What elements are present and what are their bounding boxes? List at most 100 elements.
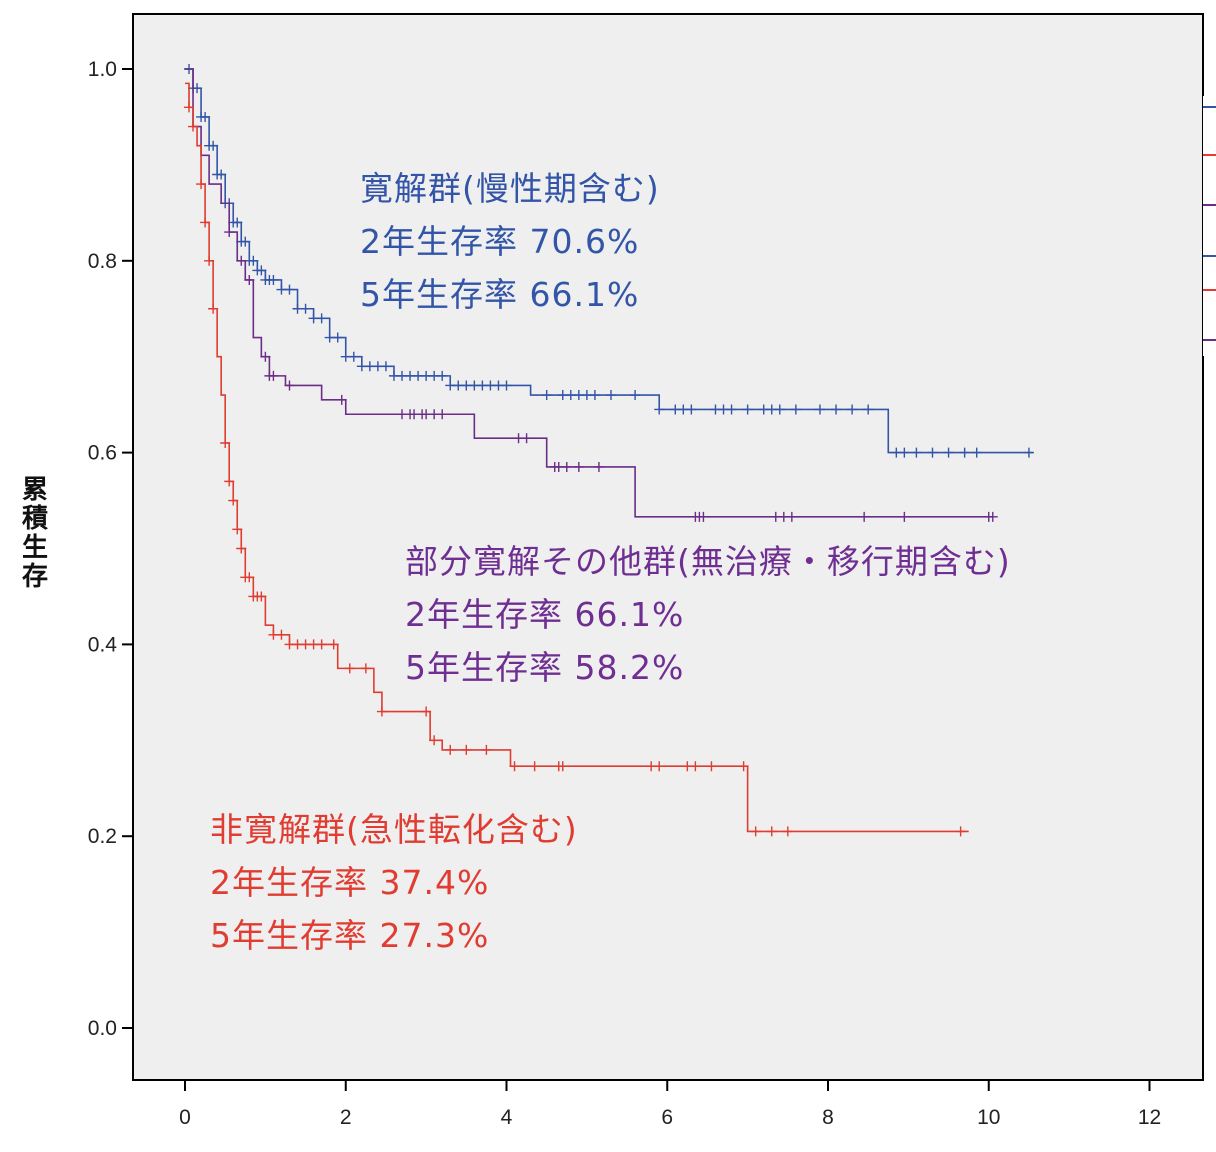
censor-mark xyxy=(344,663,355,674)
x-tick-label: 2 xyxy=(340,1106,352,1129)
censor-mark xyxy=(786,511,797,522)
censor-mark xyxy=(521,433,532,444)
censor-mark xyxy=(208,140,219,151)
censor-mark xyxy=(188,121,199,132)
censor-mark xyxy=(376,706,387,717)
censor-mark xyxy=(208,303,219,314)
censor-mark xyxy=(750,826,761,837)
censor-mark xyxy=(509,761,520,772)
censor-mark xyxy=(987,511,998,522)
censor-mark xyxy=(831,404,842,415)
censor-mark xyxy=(284,284,295,295)
censor-mark xyxy=(557,761,568,772)
censor-mark xyxy=(224,227,235,238)
censor-mark xyxy=(228,495,239,506)
y-tick-label: 1.0 xyxy=(88,58,117,81)
series-layer xyxy=(184,64,1034,837)
censor-mark xyxy=(541,390,552,401)
series-2 xyxy=(184,82,969,837)
censor-mark xyxy=(654,404,665,415)
annotation-nonremission-title: 非寛解群(急性転化含む) xyxy=(210,810,578,849)
plot-area xyxy=(132,13,1204,1081)
censor-mark xyxy=(437,370,448,381)
legend-clipped xyxy=(1203,96,1216,356)
censor-mark xyxy=(240,236,251,247)
censor-mark xyxy=(445,744,456,755)
censor-mark xyxy=(593,461,604,472)
x-tick-label: 8 xyxy=(822,1106,834,1129)
censor-mark xyxy=(899,447,910,458)
censor-mark xyxy=(284,380,295,391)
censor-mark xyxy=(200,217,211,228)
annotation-nonremission: 非寛解群(急性転化含む) 2年生存率 37.4% 5年生存率 27.3% xyxy=(210,803,578,962)
censor-mark xyxy=(698,511,709,522)
censor-mark xyxy=(654,761,665,772)
censor-mark xyxy=(782,826,793,837)
censor-mark xyxy=(742,404,753,415)
censor-mark xyxy=(959,447,970,458)
censor-mark xyxy=(220,438,231,449)
censor-mark xyxy=(561,461,572,472)
annotation-remission-2yr: 2年生存率 70.6% xyxy=(360,222,640,261)
y-tick-label: 0.6 xyxy=(88,442,117,465)
censor-mark xyxy=(316,313,327,324)
censor-mark xyxy=(706,761,717,772)
censor-mark xyxy=(268,274,279,285)
series-line xyxy=(185,68,993,518)
censor-mark xyxy=(971,447,982,458)
censor-mark xyxy=(911,447,922,458)
y-tick-label: 0.4 xyxy=(88,633,118,656)
censor-mark xyxy=(738,761,749,772)
annotation-remission-title: 寛解群(慢性期含む) xyxy=(360,169,660,208)
annotation-nonremission-5yr: 5年生存率 27.3% xyxy=(210,916,490,955)
censor-mark xyxy=(256,265,267,276)
censor-mark xyxy=(437,409,448,420)
censor-mark xyxy=(196,179,207,190)
censor-mark xyxy=(955,826,966,837)
censor-mark xyxy=(774,404,785,415)
censor-mark xyxy=(336,394,347,405)
series-1 xyxy=(185,68,998,522)
x-tick-label: 6 xyxy=(661,1106,673,1129)
censor-mark xyxy=(573,461,584,472)
annotation-partial: 部分寛解その他群(無治療・移行期含む) 2年生存率 66.1% 5年生存率 58… xyxy=(405,535,1011,694)
series-0 xyxy=(184,64,1034,458)
censor-mark xyxy=(276,629,287,640)
censor-mark xyxy=(859,511,870,522)
censor-mark xyxy=(863,404,874,415)
censor-mark xyxy=(236,255,247,266)
censor-mark xyxy=(244,572,255,583)
censor-mark xyxy=(224,476,235,487)
x-tick-label: 4 xyxy=(501,1106,513,1129)
y-tick-label: 0.2 xyxy=(88,825,117,848)
censor-mark xyxy=(184,102,195,113)
censor-mark xyxy=(814,404,825,415)
censor-mark xyxy=(244,274,255,285)
censor-mark xyxy=(790,404,801,415)
censor-mark xyxy=(630,390,641,401)
censor-mark xyxy=(1023,447,1034,458)
censor-mark xyxy=(260,351,271,362)
censor-mark xyxy=(380,361,391,372)
censor-mark xyxy=(726,404,737,415)
censor-mark xyxy=(332,332,343,343)
censor-mark xyxy=(248,255,259,266)
censor-mark xyxy=(766,826,777,837)
censor-mark xyxy=(589,390,600,401)
censor-mark xyxy=(232,524,243,535)
censor-mark xyxy=(268,370,279,381)
censor-mark xyxy=(501,380,512,391)
annotation-nonremission-2yr: 2年生存率 37.4% xyxy=(210,863,490,902)
censor-mark xyxy=(943,447,954,458)
y-tick-label: 0.0 xyxy=(88,1017,117,1040)
censor-mark xyxy=(529,761,540,772)
censor-mark xyxy=(690,761,701,772)
x-tick-label: 10 xyxy=(977,1106,1000,1129)
axis-ticks: 0.0 0.2 0.4 0.6 0.8 1.0 0 2 4 6 8 10 12 xyxy=(88,58,1161,1129)
censor-mark xyxy=(200,111,211,122)
censor-mark xyxy=(899,511,910,522)
censor-mark xyxy=(256,591,267,602)
censor-mark xyxy=(348,351,359,362)
censor-mark xyxy=(421,706,432,717)
